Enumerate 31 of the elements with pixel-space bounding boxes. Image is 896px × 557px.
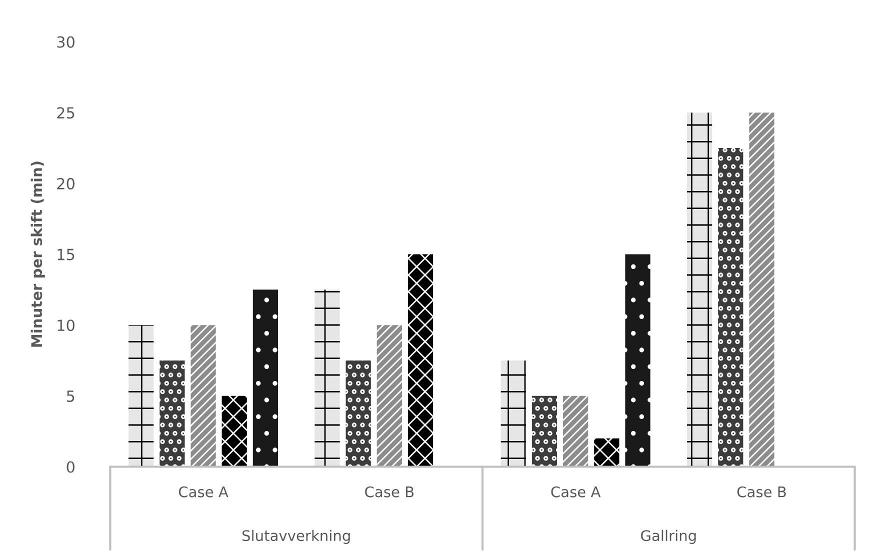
bar [376,325,402,467]
y-tick-label: 25 [57,107,74,119]
x-tick-label: Case B [365,486,414,498]
bar [252,290,278,467]
bar [749,112,774,467]
x-tick-label: Case B [737,486,786,498]
bar [222,396,247,467]
x-tick-label: Case A [178,486,228,498]
y-axis-title: Minuter per skift (min) [30,162,45,347]
bar [594,438,620,467]
bar [190,325,216,467]
bar [686,112,712,467]
y-tick-label: 20 [57,178,74,190]
bar [160,360,185,467]
text: Slutavverkning [242,530,350,544]
bar [532,396,558,467]
y-tick-label: 10 [58,320,74,332]
bar [314,290,340,467]
bar [500,360,526,467]
bar [625,254,650,467]
bar [718,148,744,467]
y-tick-label: 5 [66,390,74,402]
y-tick-label: 15 [58,248,74,260]
y-tick-label: 30 [57,36,74,48]
y-tick-label: 0 [66,461,74,473]
bar [128,325,154,467]
bar [346,360,371,467]
bar [563,396,588,467]
bar [408,254,434,467]
x-tick-label: Case A [551,486,601,498]
text: Gallring [641,530,696,544]
